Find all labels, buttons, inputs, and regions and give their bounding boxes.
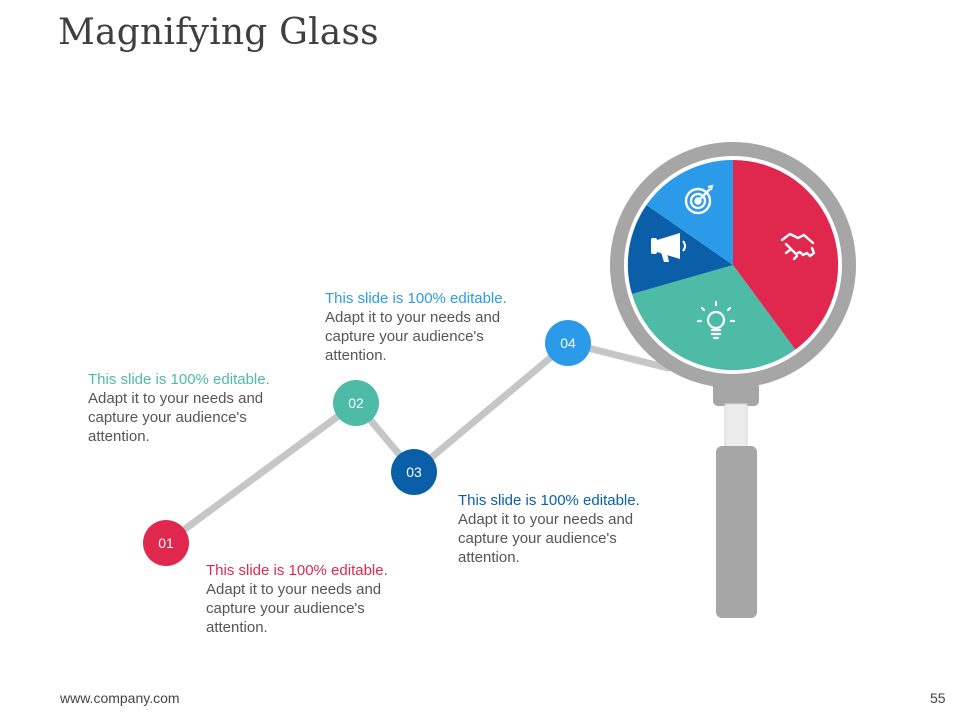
connector-01-02 (162, 399, 360, 547)
slide-title: Magnifying Glass (58, 12, 379, 53)
node-circle-01 (143, 520, 189, 566)
handle-grip (716, 446, 757, 618)
text-box-01-heading: This slide is 100% editable. (206, 562, 388, 579)
node-circle-04 (545, 320, 591, 366)
page-number: 55 (930, 690, 946, 706)
text-box-01-body: Adapt it to your needs and capture your … (206, 581, 382, 636)
node-label-01: 01 (158, 535, 174, 551)
text-box-03-body: Adapt it to your needs and capture your … (458, 511, 634, 566)
lens-segment-teal (632, 265, 796, 371)
node-label-02: 02 (348, 395, 364, 411)
text-box-03-heading: This slide is 100% editable. (458, 492, 640, 509)
connector-03-04 (410, 339, 572, 476)
lightbulb-icon (696, 300, 736, 340)
footer-url: www.company.com (60, 690, 180, 706)
text-box-01: This slide is 100% editable. Adapt it to… (206, 561, 426, 637)
text-box-02-body: Adapt it to your needs and capture your … (88, 390, 264, 445)
step-nodes: 01 02 03 04 (143, 320, 591, 566)
text-box-02: This slide is 100% editable. Adapt it to… (88, 370, 308, 446)
megaphone-icon (651, 233, 686, 262)
text-box-04-body: Adapt it to your needs and capture your … (325, 309, 501, 364)
target-icon (684, 184, 714, 215)
handle-shaft (724, 403, 748, 451)
text-box-02-heading: This slide is 100% editable. (88, 371, 270, 388)
handshake-icon (780, 232, 816, 261)
text-box-03: This slide is 100% editable. Adapt it to… (458, 491, 678, 567)
lens-segment-red (733, 159, 839, 350)
text-box-04-heading: This slide is 100% editable. (325, 290, 507, 307)
lens-pie (627, 159, 839, 371)
handle-neck (713, 382, 759, 406)
node-label-03: 03 (406, 464, 422, 480)
magnifier-handle (713, 382, 759, 618)
node-label-04: 04 (560, 335, 576, 351)
lens-segment-dark-blue (627, 205, 733, 294)
text-box-04: This slide is 100% editable. Adapt it to… (325, 289, 545, 365)
node-circle-02 (333, 380, 379, 426)
node-circle-03 (391, 449, 437, 495)
